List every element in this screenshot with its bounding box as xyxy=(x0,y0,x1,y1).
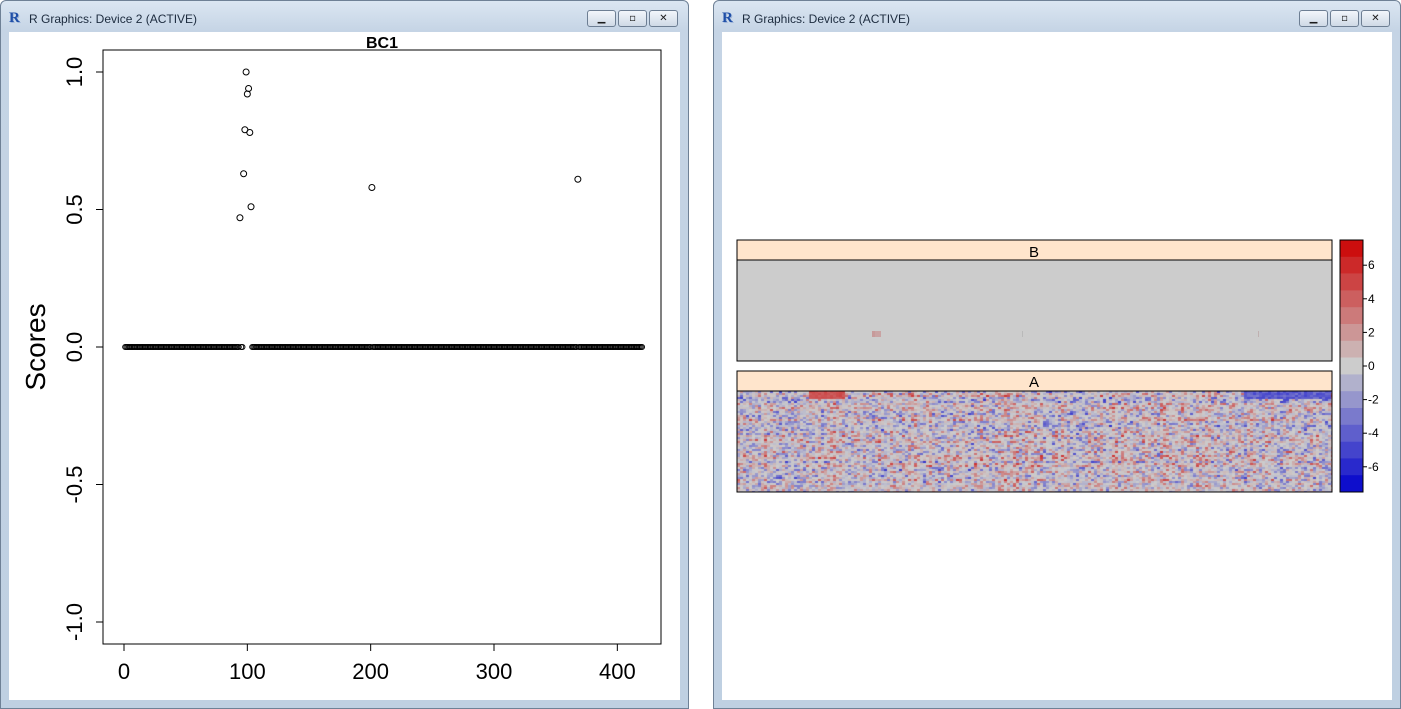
panel-b-cell xyxy=(1022,331,1023,337)
window-title: R Graphics: Device 2 (ACTIVE) xyxy=(742,12,911,26)
y-tick-label: 1.0 xyxy=(62,57,87,88)
window-title: R Graphics: Device 2 (ACTIVE) xyxy=(29,12,198,26)
x-tick-label: 400 xyxy=(599,659,636,684)
panel-b-cell xyxy=(1258,331,1259,337)
data-point xyxy=(246,129,254,136)
data-points xyxy=(236,68,582,222)
window-titlebar[interactable]: R R Graphics: Device 2 (ACTIVE) ▁ ▫ ✕ xyxy=(1,1,688,33)
color-key-band xyxy=(1340,240,1363,258)
color-key-band xyxy=(1340,324,1363,342)
color-key-band xyxy=(1340,290,1363,308)
data-point xyxy=(242,68,250,76)
color-key-tick-label: -4 xyxy=(1368,426,1379,440)
close-icon: ✕ xyxy=(1371,13,1380,24)
panel-b-cells xyxy=(872,331,1259,337)
color-key-band xyxy=(1340,424,1363,442)
y-axis: -1.0 -0.5 0.0 0.5 1.0 xyxy=(62,57,103,641)
zero-score-points xyxy=(122,343,646,351)
maximize-icon: ▫ xyxy=(629,13,636,24)
data-point xyxy=(243,90,251,98)
x-tick-label: 0 xyxy=(118,659,130,684)
plot-area: BC1 Scores 0 100 200 300 400 -1.0 -0.5 0.0 0.5 1… xyxy=(9,32,680,700)
data-point xyxy=(247,203,255,211)
strip-a-label: A xyxy=(1029,374,1039,391)
maximize-button[interactable]: ▫ xyxy=(618,10,647,27)
color-key-band xyxy=(1340,357,1363,375)
x-tick-label: 200 xyxy=(352,659,389,684)
color-key-band xyxy=(1340,408,1363,426)
color-key-band xyxy=(1340,391,1363,409)
color-key-band xyxy=(1340,441,1363,459)
r-logo-icon: R xyxy=(9,10,20,26)
color-key-band xyxy=(1340,307,1363,325)
baseline-point xyxy=(239,343,246,351)
data-point xyxy=(574,175,582,183)
chart-title: BC1 xyxy=(366,35,398,52)
minimize-button[interactable]: ▁ xyxy=(1299,10,1328,27)
r-logo-icon: R xyxy=(722,10,733,26)
color-key: -6 -4 -2 0 2 4 6 xyxy=(1339,239,1379,493)
color-key-tick-label: 6 xyxy=(1368,258,1375,272)
y-axis-label: Scores xyxy=(20,303,51,390)
panel-a-texture xyxy=(737,391,1332,492)
data-point xyxy=(245,85,253,92)
data-point xyxy=(236,214,244,222)
x-tick-label: 300 xyxy=(476,659,513,684)
minimize-button[interactable]: ▁ xyxy=(587,10,616,27)
baseline-point xyxy=(235,343,242,351)
panel-b-cell xyxy=(875,331,881,337)
minimize-icon: ▁ xyxy=(1309,13,1318,24)
y-tick-label: -0.5 xyxy=(62,466,87,504)
x-axis: 0 100 200 300 400 xyxy=(118,644,636,684)
color-key-tick-label: -6 xyxy=(1368,460,1379,474)
color-key-band xyxy=(1340,475,1363,493)
panel-b xyxy=(736,259,1333,362)
x-tick-label: 100 xyxy=(229,659,266,684)
panel-a-cells xyxy=(737,391,1332,492)
color-key-tick-label: 4 xyxy=(1368,292,1375,306)
r-graphics-window-1[interactable]: R R Graphics: Device 2 (ACTIVE) ▁ ▫ ✕ BC… xyxy=(0,0,689,709)
close-button[interactable]: ✕ xyxy=(649,10,678,27)
baseline-point xyxy=(638,343,646,351)
data-point xyxy=(240,170,248,178)
y-tick-label: 0.0 xyxy=(62,332,87,363)
minimize-icon: ▁ xyxy=(597,13,606,24)
color-key-band xyxy=(1340,340,1363,358)
scatter-plot: BC1 Scores 0 100 200 300 400 -1.0 -0.5 0.0 0.5 1… xyxy=(20,35,662,684)
y-tick-label: -1.0 xyxy=(62,603,87,641)
close-button[interactable]: ✕ xyxy=(1361,10,1390,27)
color-key-band xyxy=(1340,374,1363,392)
color-key-band xyxy=(1340,273,1363,291)
maximize-button[interactable]: ▫ xyxy=(1330,10,1359,27)
color-key-band xyxy=(1340,256,1363,274)
r-graphics-window-2[interactable]: R R Graphics: Device 2 (ACTIVE) ▁ ▫ ✕ B … xyxy=(713,0,1401,709)
color-key-tick-label: 0 xyxy=(1368,359,1375,373)
maximize-icon: ▫ xyxy=(1341,13,1348,24)
color-key-band xyxy=(1340,458,1363,476)
plot-area: B A -6 -4 -2 0 2 4 6 xyxy=(722,32,1392,700)
window-titlebar[interactable]: R R Graphics: Device 2 (ACTIVE) ▁ ▫ ✕ xyxy=(714,1,1400,33)
strip-b-label: B xyxy=(1029,244,1039,261)
heatmap-plot: B A -6 -4 -2 0 2 4 6 xyxy=(736,239,1379,493)
color-key-tick-label: 2 xyxy=(1368,325,1375,339)
panel-a xyxy=(736,390,1333,493)
data-point xyxy=(368,184,376,191)
y-tick-label: 0.5 xyxy=(62,194,87,225)
close-icon: ✕ xyxy=(659,13,668,24)
color-key-tick-label: -2 xyxy=(1368,393,1379,407)
